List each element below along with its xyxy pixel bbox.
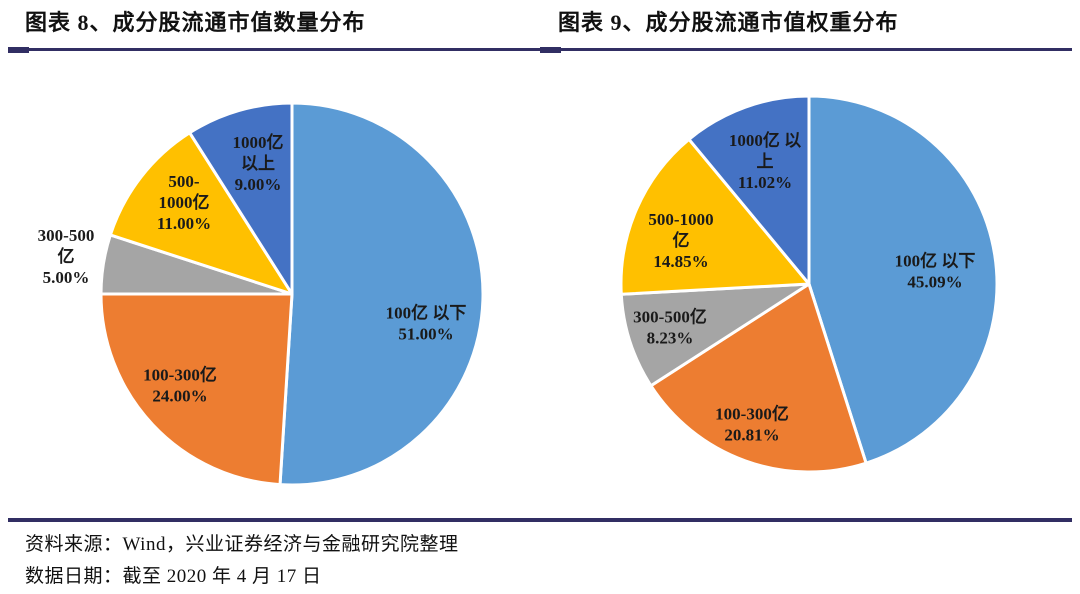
divider-accent-dash-right [540, 47, 561, 53]
date-line: 数据日期：截至 2020 年 4 月 17 日 [25, 566, 322, 587]
slice-label-100亿以下: 100亿 以下 45.09% [895, 251, 976, 292]
pie-slice-1000亿以上 [188, 101, 294, 296]
source-line: 资料来源：Wind，兴业证券经济与金融研究院整理 [25, 534, 459, 555]
pie-slice-100-300亿 [649, 282, 868, 474]
slice-label-100-300亿: 100-300亿 24.00% [143, 365, 217, 406]
pie-slice-300-500亿 [619, 282, 811, 388]
slice-label-1000亿以上: 1000亿以上 9.00% [233, 132, 284, 194]
pie-slice-500-1000亿 [619, 137, 811, 296]
pie-slice-500-1000亿 [108, 131, 294, 296]
pie-slice-1000亿以上 [687, 94, 811, 286]
title-divider-right [540, 47, 1072, 53]
pie-chart-count-distribution: 100亿 以下 51.00% 100-300亿 24.00% 300-500 亿 5.00%… [38, 101, 485, 487]
pie-slice-100亿以下 [278, 101, 485, 487]
slice-label-500-1000亿: 500-1000 亿 14.85% [648, 210, 713, 271]
title-divider-left [8, 47, 540, 53]
pie-slice-100-300亿 [99, 292, 294, 487]
pie-chart-weight-distribution: 100亿 以下 45.09% 100-300亿 20.81% 300-500亿 8.23%… [619, 94, 999, 474]
slice-label-500-1000亿: 500-1000亿 11.00% [157, 172, 211, 233]
slice-label-300-500亿: 300-500亿 8.23% [633, 307, 707, 348]
divider-accent-dash-left [8, 47, 29, 53]
slice-label-300-500亿: 300-500 亿 5.00% [38, 226, 95, 287]
chart8-title: 图表 8、成分股流通市值数量分布 [25, 10, 366, 35]
pie-slice-100亿以下 [807, 94, 999, 465]
slice-label-1000亿以上: 1000亿 以上 11.02% [729, 130, 801, 192]
slice-label-100亿以下: 100亿 以下 51.00% [386, 303, 467, 344]
slice-label-100-300亿: 100-300亿 20.81% [715, 404, 789, 445]
footer-divider [8, 518, 1072, 522]
chart9-title: 图表 9、成分股流通市值权重分布 [558, 10, 899, 35]
